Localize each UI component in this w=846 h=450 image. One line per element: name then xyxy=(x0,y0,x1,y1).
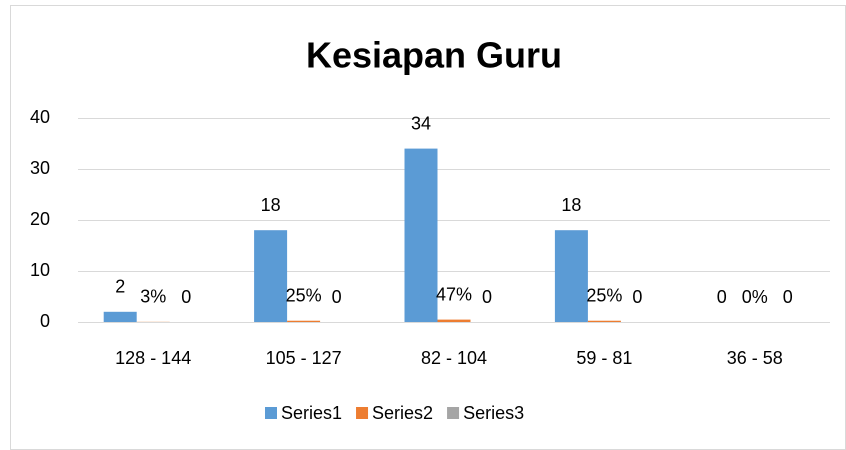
data-label: 0 xyxy=(181,287,191,307)
data-label: 0 xyxy=(783,287,793,307)
data-label: 25% xyxy=(286,285,322,305)
bar xyxy=(587,320,621,322)
legend-label: Series1 xyxy=(281,403,342,423)
legend-label: Series2 xyxy=(372,403,433,423)
x-tick-label: 59 - 81 xyxy=(576,348,632,368)
bar xyxy=(404,148,438,322)
data-label: 2 xyxy=(115,277,125,297)
data-label: 0 xyxy=(717,287,727,307)
data-label: 0 xyxy=(632,287,642,307)
y-tick-label: 20 xyxy=(30,209,50,229)
x-tick-label: 82 - 104 xyxy=(421,348,487,368)
bar xyxy=(254,230,288,322)
y-tick-label: 30 xyxy=(30,158,50,178)
data-label: 47% xyxy=(436,284,472,304)
bar xyxy=(103,311,137,322)
chart-title: Kesiapan Guru xyxy=(306,35,562,76)
data-label: 34 xyxy=(411,113,431,133)
bar xyxy=(554,230,588,322)
x-tick-label: 36 - 58 xyxy=(727,348,783,368)
bar xyxy=(437,319,471,322)
legend-label: Series3 xyxy=(463,403,524,423)
legend-swatch xyxy=(265,407,277,419)
x-tick-label: 105 - 127 xyxy=(266,348,342,368)
legend-swatch xyxy=(447,407,460,419)
y-tick-label: 0 xyxy=(40,311,50,331)
y-tick-label: 40 xyxy=(30,107,50,127)
data-label: 0 xyxy=(332,287,342,307)
data-label: 0% xyxy=(742,287,768,307)
x-tick-label: 128 - 144 xyxy=(115,348,191,368)
data-label: 18 xyxy=(561,195,581,215)
y-tick-label: 10 xyxy=(30,260,50,280)
data-label: 3% xyxy=(140,287,166,307)
data-label: 25% xyxy=(586,285,622,305)
data-label: 0 xyxy=(482,287,492,307)
bar xyxy=(287,320,321,322)
data-label: 18 xyxy=(261,195,281,215)
legend-swatch xyxy=(356,407,369,419)
